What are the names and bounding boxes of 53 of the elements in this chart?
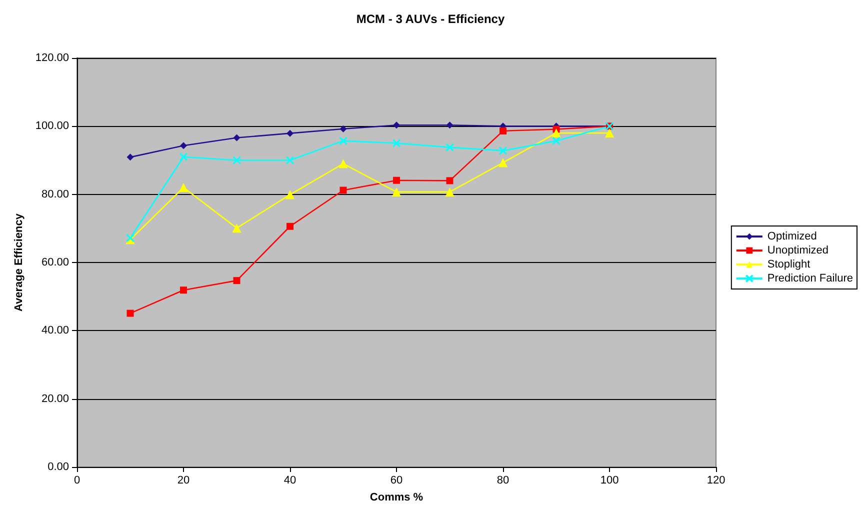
point [233, 134, 240, 142]
point [552, 136, 560, 146]
point [392, 138, 401, 148]
point [232, 224, 242, 233]
point [340, 125, 347, 132]
x-tick-label: 120 [706, 474, 726, 486]
y-axis-title: Average Efficiency [12, 212, 25, 312]
point [498, 146, 508, 155]
x-tick-label: 100 [600, 474, 619, 486]
y-tick-label: 100.00 [35, 120, 69, 132]
point [286, 156, 294, 164]
point [498, 158, 508, 168]
point [179, 183, 188, 192]
y-tick-label: 80.00 [41, 188, 69, 200]
point [605, 128, 614, 138]
point [180, 142, 187, 150]
point [286, 130, 294, 137]
x-tick-label: 0 [74, 474, 80, 486]
legend-label: Prediction Failure [767, 272, 853, 284]
point [233, 277, 240, 284]
point [445, 187, 454, 196]
legend-label: Unoptimized [767, 244, 829, 256]
x-tick-label: 20 [177, 474, 190, 486]
point [393, 122, 400, 129]
y-tick-label: 40.00 [41, 324, 69, 337]
legend-label: Optimized [767, 230, 817, 242]
point [180, 286, 187, 294]
legend-label: Stoplight [767, 258, 810, 270]
point [338, 159, 348, 168]
x-tick-label: 60 [390, 474, 403, 486]
x-axis-title: Comms % [370, 492, 424, 504]
point [179, 152, 188, 162]
point [339, 136, 348, 146]
chart-title: MCM - 3 AUVs - Efficiency [356, 12, 505, 26]
point [286, 190, 294, 200]
point [500, 127, 506, 134]
point [340, 186, 347, 194]
point [446, 122, 454, 129]
point [393, 176, 400, 184]
point [446, 177, 454, 184]
y-tick-label: 0.00 [48, 461, 69, 473]
y-tick-label: 60.00 [41, 256, 69, 268]
point [286, 222, 294, 230]
x-tick-label: 80 [496, 474, 510, 486]
point [552, 128, 561, 138]
x-tick-label: 40 [284, 474, 296, 486]
point [446, 143, 454, 152]
point [126, 310, 134, 317]
point [392, 187, 401, 196]
point [232, 156, 241, 164]
point [126, 154, 134, 161]
y-tick-label: 20.00 [41, 392, 69, 405]
y-tick-label: 120.00 [35, 52, 69, 64]
